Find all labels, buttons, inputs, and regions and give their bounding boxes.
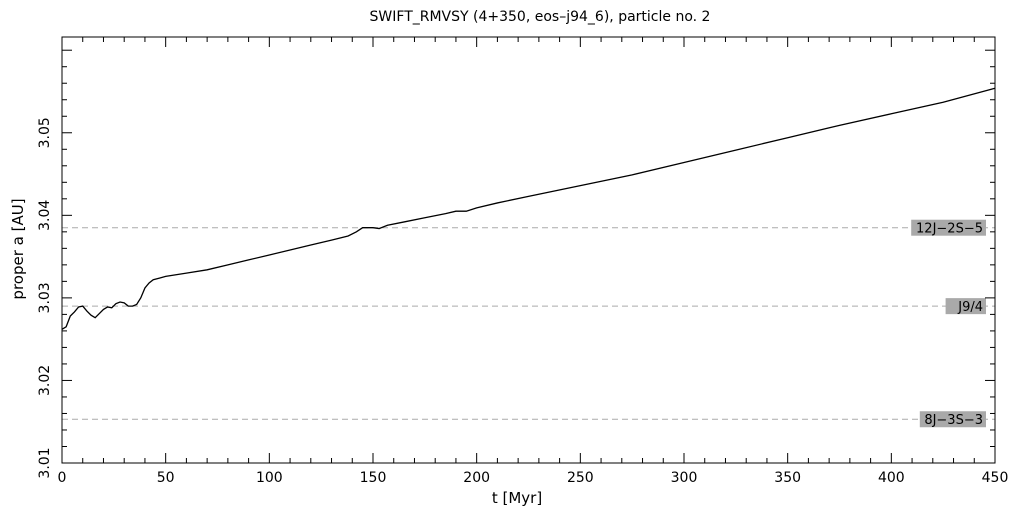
x-tick-label: 250 [567,470,594,486]
y-tick-label: 3.01 [37,447,53,478]
resonance-label-bg [945,298,986,315]
resonance-label-bg [911,219,986,236]
x-axis: 0 50 100 150 200 250 300 350 400 450 [58,37,1009,486]
x-tick-label: 50 [157,470,175,486]
resonance-label: 12J−2S−5 [916,222,983,237]
x-tick-label: 350 [774,470,801,486]
y-tick-label: 3.05 [37,117,53,148]
x-tick-label: 450 [982,470,1009,486]
y-tick-label: 3.04 [37,200,53,231]
resonance-label: J9/4 [957,300,983,315]
y-axis-title: proper a [AU] [9,198,27,299]
resonance-lines: 12J−2S−5 J9/4 8J−3S−3 [62,219,995,428]
x-tick-label: 150 [360,470,387,486]
chart-title: SWIFT_RMVSY (4+350, eos–j94_6), particle… [370,9,711,25]
x-tick-label: 0 [58,470,67,486]
x-tick-label: 100 [256,470,283,486]
x-axis-title: t [Myr] [492,489,542,507]
resonance-label: 8J−3S−3 [924,413,983,428]
series-line [61,87,996,330]
x-tick-label: 300 [671,470,698,486]
x-tick-label: 400 [878,470,905,486]
resonance-label-bg [919,411,986,428]
y-tick-label: 3.03 [37,282,53,313]
x-tick-label: 200 [463,470,490,486]
y-axis: 3.01 3.02 3.03 3.04 3.05 [37,49,995,479]
y-tick-label: 3.02 [37,365,53,396]
plot-frame [61,36,996,464]
